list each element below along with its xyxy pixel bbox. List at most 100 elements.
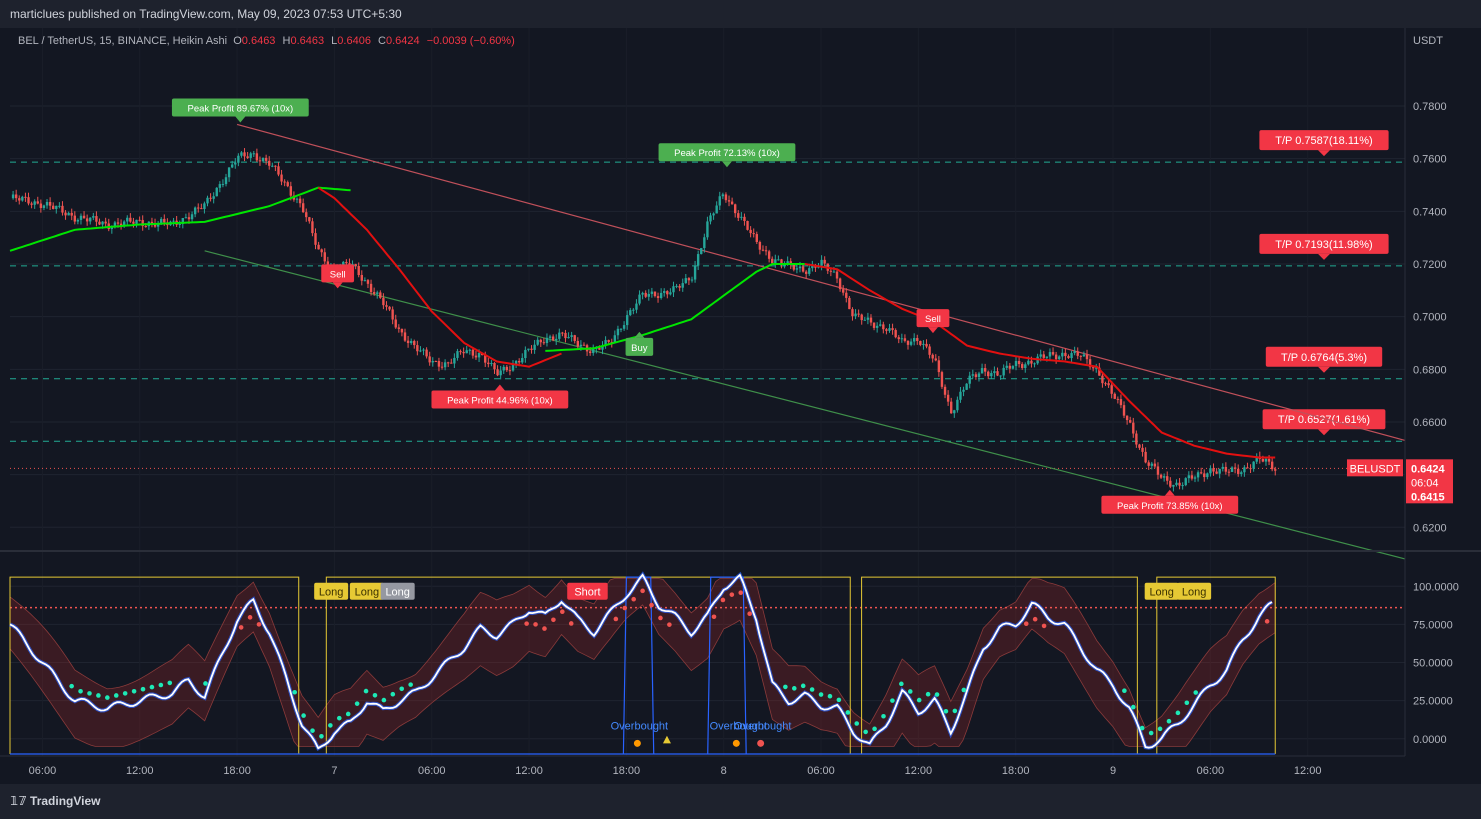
candle <box>150 217 154 228</box>
oscillator-dot <box>113 693 119 698</box>
candle-body <box>872 322 876 328</box>
candle-body <box>542 342 546 344</box>
candle-body <box>286 182 289 187</box>
candle-body <box>240 152 243 156</box>
candle <box>946 390 950 406</box>
candle <box>1088 355 1092 370</box>
oscillator-dot <box>738 590 744 596</box>
candle <box>987 370 990 380</box>
symbol-legend[interactable]: BEL / TetherUS, 15, BINANCE, Heikin Ashi… <box>18 35 519 47</box>
candle <box>1008 362 1012 374</box>
time-tick-label: 8 <box>721 765 727 777</box>
candle <box>977 371 981 382</box>
candle <box>922 340 925 350</box>
candle-body <box>752 233 755 235</box>
candle <box>820 255 823 271</box>
oscillator-dot <box>1122 688 1127 694</box>
candle <box>48 197 52 211</box>
candle-body <box>567 336 570 339</box>
candle-body <box>740 216 743 218</box>
candle <box>64 210 67 220</box>
candle-body <box>153 223 157 227</box>
candle-body <box>264 157 268 161</box>
oscillator-dot <box>854 721 860 726</box>
candle <box>903 334 907 343</box>
time-tick-label: 12:00 <box>126 765 154 777</box>
candle <box>372 287 376 296</box>
candle-body <box>64 212 67 216</box>
candle <box>672 281 675 297</box>
signal-label-pointer <box>1164 489 1175 496</box>
candle <box>894 328 897 339</box>
candle-body <box>860 314 863 321</box>
candle-body <box>67 212 70 216</box>
oscillator-dot <box>631 596 636 602</box>
candle <box>993 366 996 378</box>
candle <box>1128 416 1132 424</box>
candle <box>909 338 913 347</box>
price-tick-label: 0.7400 <box>1413 206 1447 218</box>
candle-body <box>700 248 703 255</box>
candle <box>255 148 259 163</box>
candle-body <box>1221 466 1224 469</box>
candle <box>622 321 626 331</box>
candle <box>119 219 123 230</box>
candle-body <box>30 203 33 205</box>
candle <box>409 338 413 345</box>
candle <box>508 365 512 376</box>
candle <box>564 329 567 343</box>
candle <box>767 249 771 263</box>
candle-body <box>413 340 416 346</box>
candle-body <box>675 285 678 287</box>
signal-label-bg <box>625 337 654 356</box>
candle-body <box>629 310 632 316</box>
candle <box>774 254 777 268</box>
candle <box>138 216 141 222</box>
tradingview-logo[interactable]: 𝟙𝟟 TradingView <box>10 794 101 808</box>
take-profit-label-pointer <box>1318 366 1330 373</box>
signal-label: Peak Profit 73.85% (10x) <box>1101 489 1239 514</box>
candle <box>733 203 737 218</box>
oscillator-dot <box>1264 619 1270 624</box>
candle <box>854 309 857 320</box>
oscillator-dot <box>363 688 369 694</box>
candle <box>511 360 515 372</box>
take-profit-label-bg <box>1265 346 1383 367</box>
candle-body <box>761 249 765 251</box>
candle <box>625 310 629 330</box>
candle-body <box>1033 363 1036 365</box>
candle <box>369 279 373 296</box>
candle <box>551 334 555 342</box>
candle-body <box>703 237 706 249</box>
candle <box>1243 465 1246 477</box>
time-tick-label: 18:00 <box>613 765 641 777</box>
candle <box>132 217 135 228</box>
candle-body <box>289 186 293 196</box>
price-chart-svg[interactable]: T/P 0.7587(18.11%) T/P 0.7193(11.98%) T/P … <box>0 28 1481 784</box>
osc-signal-label-bg <box>1144 582 1179 600</box>
candle <box>224 173 228 187</box>
oscillator-dot <box>818 692 824 697</box>
candle-body <box>382 297 385 306</box>
candle-body <box>928 346 931 355</box>
candle <box>261 157 265 163</box>
candle-body <box>1181 485 1184 487</box>
candle <box>311 217 314 237</box>
signal-label-bg <box>431 390 569 409</box>
candle-body <box>517 360 521 363</box>
last-price-badge: BELUSDT 0.6424 06:04 0.6415 <box>1347 459 1453 504</box>
ema-line <box>545 263 805 352</box>
candle-body <box>999 375 1002 377</box>
alert-triangle-icon <box>662 735 671 744</box>
candle-body <box>1199 472 1203 474</box>
oscillator-dot <box>907 689 913 694</box>
candle <box>1113 392 1116 400</box>
candle <box>644 290 647 299</box>
candle <box>1274 466 1277 476</box>
candle-body <box>638 294 641 304</box>
candle <box>218 181 222 193</box>
candle <box>1215 468 1218 475</box>
candle <box>848 295 851 310</box>
candle <box>141 215 144 231</box>
signal-label: Buy <box>625 331 654 356</box>
